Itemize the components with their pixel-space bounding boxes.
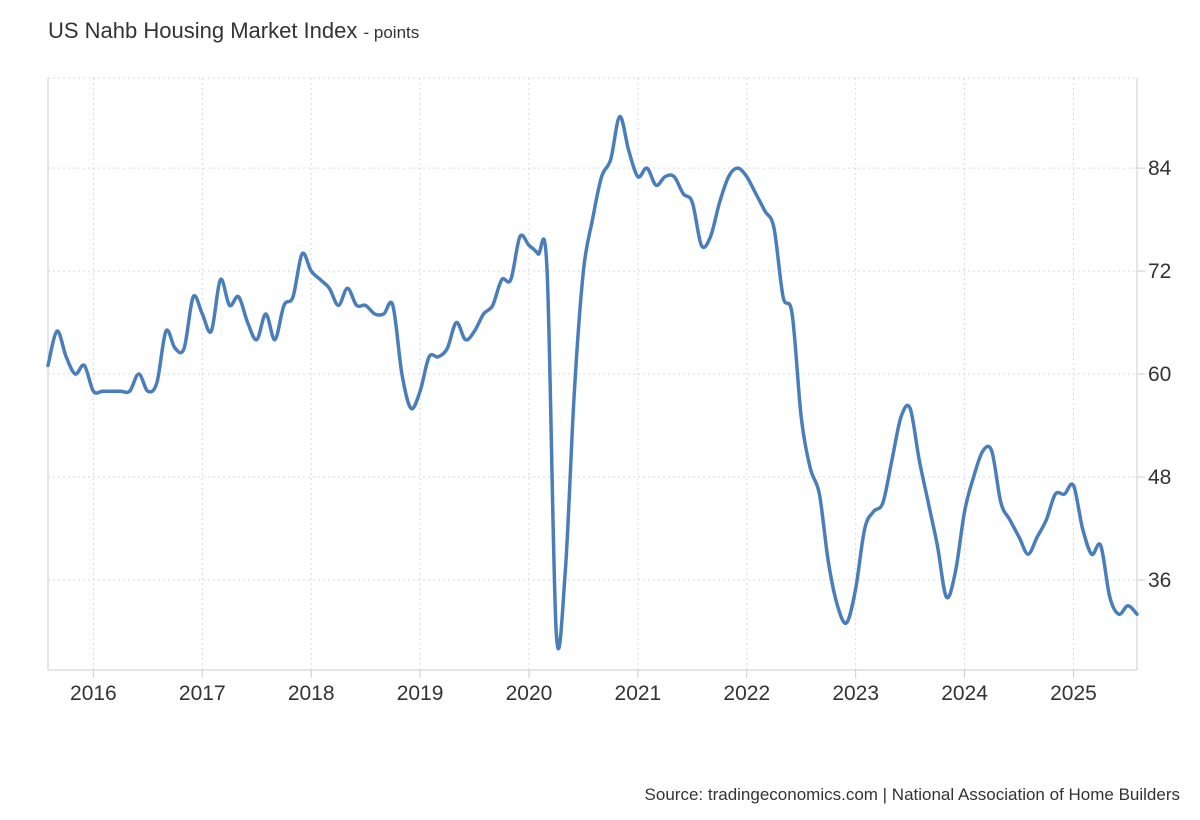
x-tick-label: 2025 <box>1050 682 1097 705</box>
y-tick-label: 72 <box>1148 260 1171 283</box>
grid-layer <box>48 77 1137 670</box>
series-line <box>46 114 1139 651</box>
x-tick-label: 2021 <box>615 682 662 705</box>
source-note: Source: tradingeconomics.com | National … <box>644 785 1180 804</box>
y-tick-label: 60 <box>1148 363 1171 386</box>
x-tick-label: 2019 <box>397 682 444 705</box>
y-tick-label: 48 <box>1148 466 1171 489</box>
x-tick-label: 2020 <box>506 682 553 705</box>
x-tick-label: 2017 <box>179 682 226 705</box>
x-tick-label: 2023 <box>832 682 879 705</box>
series-layer <box>46 114 1139 651</box>
y-tick-label: 36 <box>1148 569 1171 592</box>
x-tick-label: 2016 <box>70 682 117 705</box>
x-tick-label: 2022 <box>723 682 770 705</box>
tick-label-layer: 36 48 60 72 84 2016 2017 2018 2019 2020 2021 2022 20… <box>70 157 1172 705</box>
chart-title: US Nahb Housing Market Index - points <box>48 18 419 44</box>
x-tick-label: 2018 <box>288 682 335 705</box>
y-tick-label: 84 <box>1148 157 1172 180</box>
unit-label: - points <box>363 23 420 42</box>
x-tick-label: 2024 <box>941 682 988 705</box>
title-text: US Nahb Housing Market Index <box>48 18 358 43</box>
axis-layer <box>47 78 1145 678</box>
